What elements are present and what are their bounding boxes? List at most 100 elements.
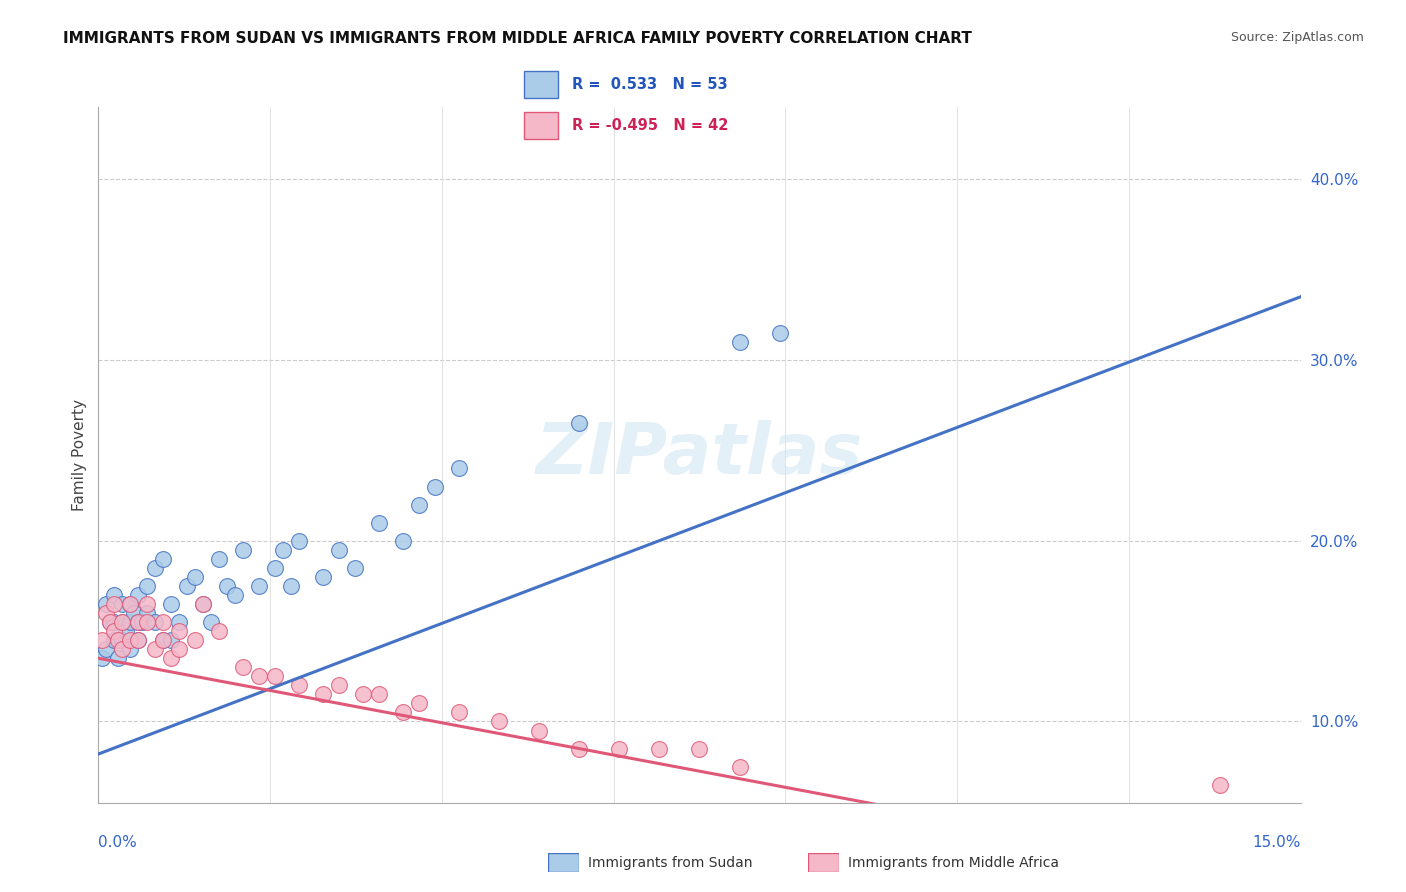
Point (648, 741, 671, 756)
Point (120, 615, 142, 629)
Point (107, 633, 129, 648)
Point (408, 697, 430, 711)
Point (124, 606, 146, 620)
Point (288, 678, 311, 692)
Text: R = -0.495   N = 42: R = -0.495 N = 42 (572, 118, 728, 133)
Point (343, 561, 366, 575)
Point (103, 588, 125, 602)
Point (159, 651, 181, 665)
Point (107, 651, 129, 665)
Point (135, 615, 157, 629)
Point (247, 579, 270, 593)
Point (91, 633, 114, 648)
Point (111, 615, 134, 629)
Point (183, 570, 205, 584)
Bar (523, 71, 558, 98)
Point (103, 597, 125, 611)
Point (312, 687, 335, 701)
Point (159, 597, 181, 611)
Point (352, 687, 374, 701)
Point (183, 633, 205, 648)
Point (423, 479, 446, 493)
Point (728, 759, 751, 773)
Bar (523, 112, 558, 139)
Point (128, 633, 150, 648)
Point (200, 615, 222, 629)
Point (111, 642, 134, 657)
Point (120, 597, 142, 611)
Point (408, 498, 430, 512)
Point (120, 642, 142, 657)
Point (128, 633, 150, 648)
Point (392, 706, 415, 720)
Text: Immigrants from Middle Africa: Immigrants from Middle Africa (848, 855, 1059, 870)
Point (120, 597, 142, 611)
Text: IMMIGRANTS FROM SUDAN VS IMMIGRANTS FROM MIDDLE AFRICA FAMILY POVERTY CORRELATIO: IMMIGRANTS FROM SUDAN VS IMMIGRANTS FROM… (63, 31, 972, 46)
Point (447, 461, 470, 475)
Point (143, 615, 166, 629)
Point (120, 633, 142, 648)
Point (152, 633, 174, 648)
Point (167, 615, 190, 629)
Point (103, 624, 125, 639)
Point (159, 633, 181, 648)
Point (128, 615, 150, 629)
Text: Immigrants from Sudan: Immigrants from Sudan (588, 855, 752, 870)
Point (103, 633, 125, 648)
Point (328, 542, 350, 557)
Point (111, 597, 134, 611)
Point (232, 660, 254, 674)
Text: R =  0.533   N = 53: R = 0.533 N = 53 (572, 77, 727, 92)
Point (208, 551, 231, 566)
Point (271, 542, 294, 557)
Point (135, 597, 157, 611)
Point (447, 706, 470, 720)
Text: Source: ZipAtlas.com: Source: ZipAtlas.com (1230, 31, 1364, 45)
Point (568, 417, 591, 431)
Point (152, 633, 174, 648)
Point (280, 579, 302, 593)
Point (128, 588, 150, 602)
Point (96, 606, 118, 620)
Point (368, 516, 391, 530)
Point (96, 597, 118, 611)
Point (100, 615, 122, 629)
Point (111, 615, 134, 629)
Point (152, 551, 174, 566)
Point (191, 597, 214, 611)
Point (769, 326, 792, 340)
Point (103, 615, 125, 629)
Point (96, 642, 118, 657)
Point (135, 579, 157, 593)
Point (728, 334, 751, 349)
Point (215, 579, 238, 593)
Point (1209, 778, 1232, 792)
Text: 15.0%: 15.0% (1253, 835, 1301, 850)
Point (247, 669, 270, 683)
Point (176, 579, 198, 593)
Point (263, 561, 285, 575)
Point (232, 542, 254, 557)
Point (609, 741, 631, 756)
Point (115, 624, 138, 639)
Point (167, 642, 190, 657)
Y-axis label: Family Poverty: Family Poverty (72, 399, 87, 511)
Point (488, 714, 510, 729)
Point (208, 624, 231, 639)
Point (131, 615, 153, 629)
Point (135, 606, 157, 620)
Point (312, 570, 335, 584)
Point (167, 624, 190, 639)
Point (263, 669, 285, 683)
Point (100, 615, 122, 629)
Point (143, 561, 166, 575)
Text: ZIPatlas: ZIPatlas (536, 420, 863, 490)
Point (143, 642, 166, 657)
Point (91, 651, 114, 665)
Point (529, 723, 551, 738)
Point (368, 687, 391, 701)
Point (392, 533, 415, 548)
Point (288, 533, 311, 548)
Point (128, 615, 150, 629)
Point (689, 741, 711, 756)
